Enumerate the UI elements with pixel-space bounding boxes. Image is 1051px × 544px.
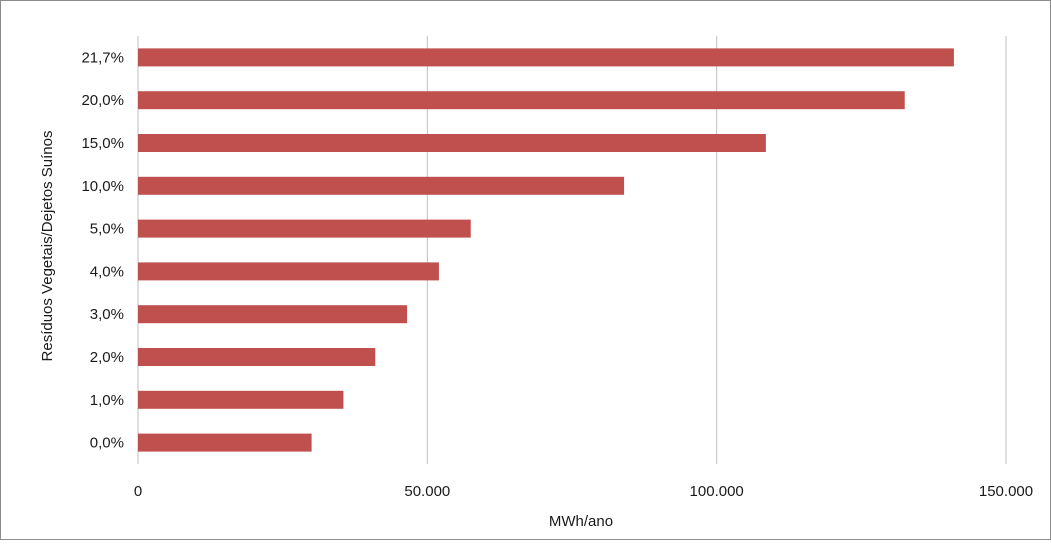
x-tick-label: 50.000 <box>404 483 450 500</box>
y-tick-label: 20,0% <box>81 92 124 109</box>
y-tick-label: 0,0% <box>90 435 124 452</box>
bar <box>138 433 312 452</box>
bar <box>138 348 376 366</box>
bar <box>138 134 766 152</box>
y-tick-label: 15,0% <box>81 135 124 152</box>
bars <box>138 48 954 452</box>
y-tick-label: 5,0% <box>90 221 124 238</box>
x-tick-label: 0 <box>134 483 142 500</box>
x-tick-labels: 0 50.000 100.000 150.000 <box>134 483 1033 500</box>
y-tick-label: 10,0% <box>81 178 124 195</box>
y-tick-label: 21,7% <box>81 49 124 66</box>
y-tick-label: 4,0% <box>90 263 124 280</box>
y-tick-labels: 0,0% 1,0% 2,0% 3,0% 4,0% 5,0% 10,0% 15,0% 20,0% 2… <box>81 49 124 451</box>
y-axis-title: Resíduos Vegetais/Dejetos Suínos <box>39 131 56 362</box>
bar <box>138 48 954 67</box>
bar <box>138 91 905 110</box>
x-tick-label: 150.000 <box>979 483 1033 500</box>
bar <box>138 176 625 195</box>
y-tick-label: 3,0% <box>90 306 124 323</box>
x-axis-title: MWh/ano <box>549 513 613 530</box>
bar <box>138 390 344 409</box>
y-tick-label: 2,0% <box>90 349 124 366</box>
x-tick-label: 100.000 <box>690 483 744 500</box>
bar <box>138 262 439 281</box>
bar <box>138 219 471 238</box>
y-tick-label: 1,0% <box>90 392 124 409</box>
bar <box>138 305 408 324</box>
